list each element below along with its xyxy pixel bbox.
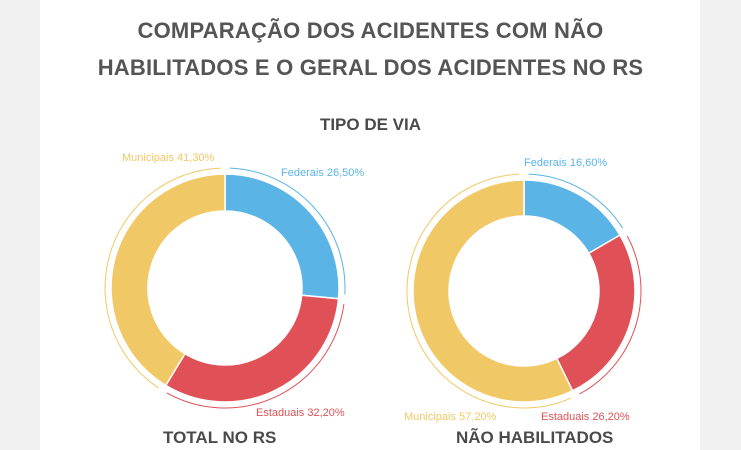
slice-municipais: [412, 179, 574, 403]
slice-bracket-federais: [229, 167, 346, 295]
slice-label-municipais: Municipais 57,20%: [404, 411, 497, 423]
chart-title-total: TOTAL NO RS: [163, 428, 277, 447]
page-title-line-1: COMPARAÇÃO DOS ACIDENTES COM NÃO: [137, 18, 604, 43]
page-title-line-2: HABILITADOS E O GERAL DOS ACIDENTES NO R…: [97, 55, 644, 80]
slice-label-municipais: Municipais 41,30%: [122, 152, 215, 164]
slice-label-estaduais: Estaduais 32,20%: [256, 407, 345, 419]
slice-bracket-federais: [528, 173, 624, 229]
chart-title-nao-habilitados: NÃO HABILITADOS: [456, 428, 614, 447]
slice-label-federais: Federais 26,50%: [281, 167, 364, 179]
slice-bracket-municipais: [406, 173, 572, 409]
slice-municipais: [110, 173, 226, 387]
slice-bracket-municipais: [104, 167, 221, 389]
slice-federais: [523, 179, 621, 255]
slice-bracket-estaduais: [166, 303, 345, 409]
slice-bracket-estaduais: [579, 235, 642, 395]
slice-label-federais: Federais 16,60%: [524, 157, 607, 169]
chart-subtitle: TIPO DE VIA: [319, 115, 422, 134]
slice-estaduais: [555, 234, 636, 392]
slice-label-estaduais: Estaduais 26,20%: [541, 411, 630, 423]
